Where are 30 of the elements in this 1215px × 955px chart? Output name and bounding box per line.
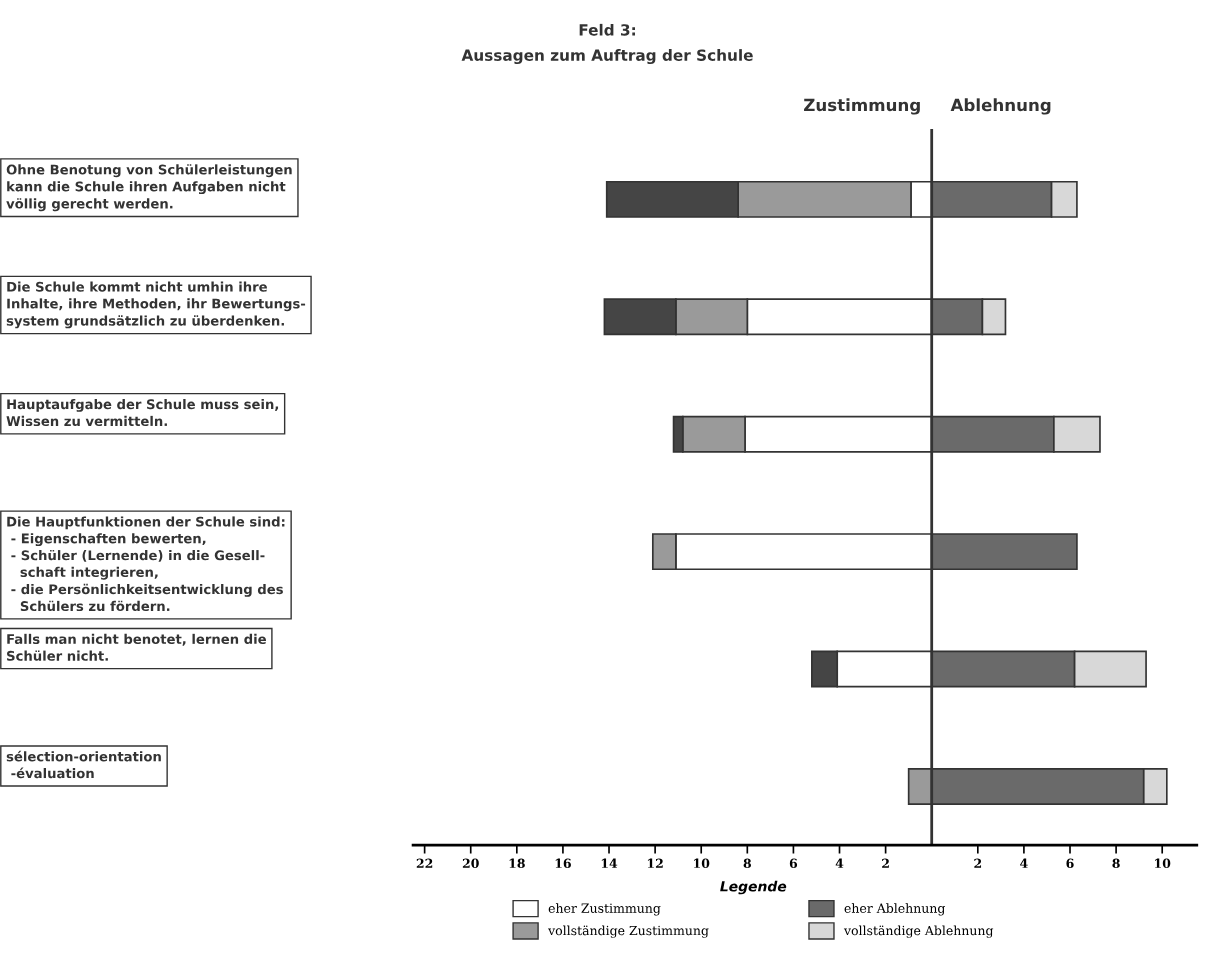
x-tick-label: 10 (694, 858, 710, 869)
y-tick-label: Hauptaufgabe der Schule muss sein, Wissen zu vermitteln. (6, 398, 279, 427)
legend-label: vollständige Zustimmung (548, 925, 709, 938)
chart-title: Feld 3: Aussagen zum Auftrag der Schule (461, 23, 753, 65)
x-tick-label: 6 (1066, 858, 1074, 869)
y-tick-label: Ohne Benotung von Schülerleistungen kann die Schule ihren Aufgaben nicht völlig gerecht werden. (6, 164, 292, 212)
legend-label: eher Zustimmung (548, 903, 661, 916)
x-tick-label: 4 (1020, 858, 1028, 868)
x-tick-label: 18 (509, 858, 525, 869)
y-tick-label: sélection-orientation -évaluation (6, 750, 161, 779)
x-tick-label: 8 (1112, 858, 1120, 869)
text: Ablehnung (950, 98, 1051, 115)
y-tick-label: Die Hauptfunktionen der Schule sind: - Eigenschaften bewerten, - Schüler (Lernende) in die Gesell- schaft integrieren, - die Persönlichkeitsentwicklung des Schülers zu fördern. (7, 516, 285, 612)
text: Zustimmung (804, 98, 920, 115)
x-tick-label: 4 (835, 858, 844, 868)
x-tick-label: 14 (601, 858, 618, 868)
legend-label: vollständige Ablehnung (843, 925, 994, 938)
x-tick-label: 6 (789, 858, 798, 869)
x-tick-label: 20 (462, 858, 479, 869)
x-tick-label: 2 (974, 858, 982, 868)
x-tick-label: 10 (1155, 858, 1171, 869)
legend-label: eher Ablehnung (844, 903, 946, 916)
y-tick-label: Die Schule kommt nicht umhin ihre Inhalte, ihre Methoden, ihr Bewertungs- system grundsätzlich zu überdenken. (6, 281, 306, 329)
x-tick-label: 16 (555, 858, 571, 869)
y-tick-label: Falls man nicht benotet, lernen die Schüler nicht. (7, 633, 266, 661)
x-tick-label: 8 (743, 858, 751, 869)
x-tick-label: 2 (882, 858, 889, 868)
x-tick-label: 12 (647, 858, 663, 868)
x-tick-label: 22 (416, 858, 433, 868)
legend-title: Legende (720, 880, 787, 895)
